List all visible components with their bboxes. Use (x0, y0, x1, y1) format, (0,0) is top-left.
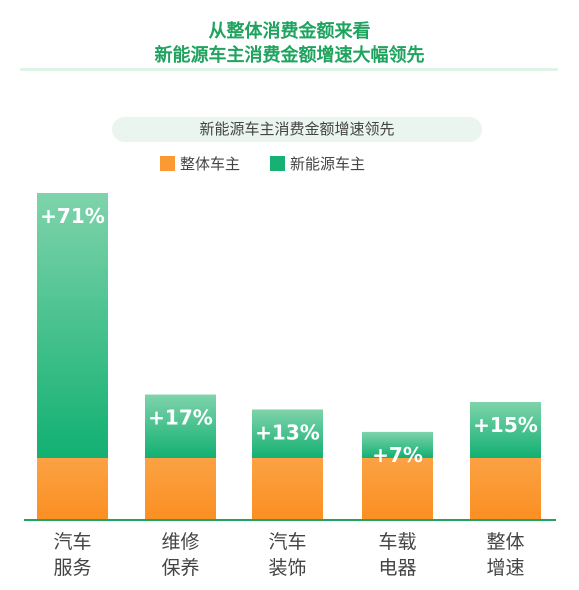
bar-nev (362, 431, 433, 458)
title-underline (20, 68, 558, 71)
data-label: +7% (372, 443, 423, 467)
chart-subtitle: 新能源车主消费金额增速领先 (112, 117, 482, 142)
data-label: +13% (255, 420, 320, 444)
legend-item-nev: 新能源车主 (270, 153, 365, 174)
data-label: +71% (40, 204, 105, 228)
legend-label-overall: 整体车主 (180, 154, 241, 173)
data-label: +17% (148, 406, 213, 430)
category-label: 服务 (53, 557, 91, 579)
category-label: 车载 (378, 531, 416, 553)
bar-nev (37, 193, 108, 458)
title-line-2: 新能源车主消费金额增速大幅领先 (154, 45, 425, 66)
category-label: 整体 (486, 531, 524, 553)
legend-item-overall: 整体车主 (160, 153, 240, 174)
category-label: 维修 (161, 531, 199, 553)
category-label: 装饰 (268, 557, 306, 579)
bar-overall (37, 458, 108, 520)
category-label: 汽车 (268, 531, 306, 553)
data-label: +15% (473, 413, 538, 437)
category-label: 汽车 (53, 531, 91, 553)
bar-nev (252, 409, 323, 458)
bar-overall (470, 458, 541, 520)
bar-overall (362, 458, 433, 520)
bar-overall (145, 458, 216, 520)
bar-overall (252, 458, 323, 520)
category-label: 增速 (486, 557, 524, 579)
chart-legend: 整体车主 新能源车主 (160, 153, 395, 173)
bar-nev (145, 394, 216, 458)
legend-swatch-nev (270, 155, 286, 171)
legend-label-nev: 新能源车主 (290, 154, 366, 173)
category-label: 电器 (378, 557, 416, 579)
title-line-1: 从整体消费金额来看 (208, 21, 371, 42)
bar-nev (470, 402, 541, 458)
legend-swatch-overall (160, 155, 175, 171)
category-label: 保养 (161, 557, 199, 579)
